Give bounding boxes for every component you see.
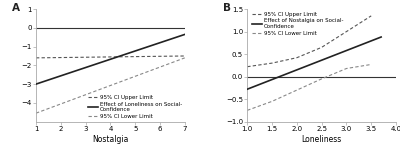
X-axis label: Nostalgia: Nostalgia — [92, 135, 128, 143]
Text: A: A — [12, 3, 20, 14]
Text: B: B — [224, 3, 232, 14]
X-axis label: Loneliness: Loneliness — [302, 135, 342, 143]
Legend: 95% CI Upper Limit, Effect of Nostalgia on Social-
Confidence, 95% CI Lower Limi: 95% CI Upper Limit, Effect of Nostalgia … — [252, 12, 343, 36]
Legend: 95% CI Upper Limit, Effect of Loneliness on Social-
Confidence, 95% CI Lower Lim: 95% CI Upper Limit, Effect of Loneliness… — [88, 95, 182, 119]
